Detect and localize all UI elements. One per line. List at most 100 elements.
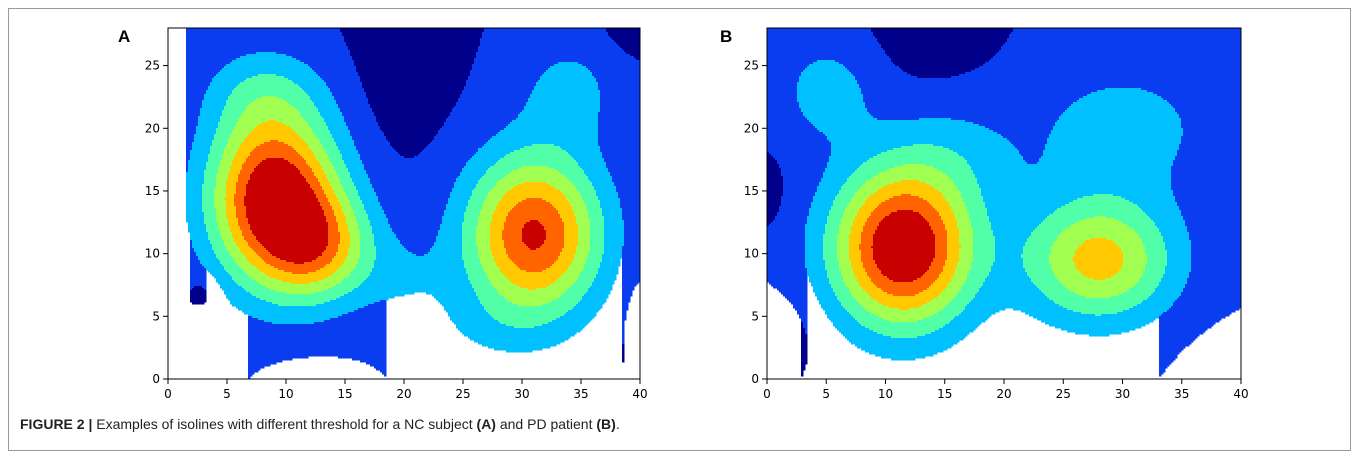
contour-cell (308, 324, 311, 357)
contour-cell (1129, 288, 1132, 309)
contour-cell (1033, 164, 1036, 231)
contour-cell (869, 296, 872, 313)
contour-cell (785, 28, 788, 299)
contour-cell (829, 60, 832, 143)
contour-cell (949, 28, 952, 79)
contour-cell (933, 168, 936, 189)
contour-cell (1059, 282, 1062, 307)
contour-cell (372, 188, 375, 235)
contour-cell (268, 74, 271, 97)
contour-cell (306, 144, 309, 165)
contour-cell (610, 38, 613, 177)
contour-cell (346, 224, 349, 257)
contour-cell (847, 70, 850, 179)
contour-cell (602, 28, 605, 159)
contour-cell (849, 176, 852, 203)
contour-cell (865, 310, 868, 329)
contour-cell (572, 210, 575, 261)
contour-cell (769, 154, 772, 225)
contour-cell (849, 260, 852, 293)
contour-cell (861, 28, 864, 95)
contour-cell (384, 28, 387, 137)
contour-cell (963, 120, 966, 159)
contour-cell (316, 258, 319, 271)
contour-cell (270, 266, 273, 279)
contour-cell (260, 144, 263, 163)
contour-cell (346, 196, 349, 225)
contour-cell (476, 226, 479, 247)
contour-cell (322, 28, 325, 81)
contour-cell (835, 28, 838, 63)
contour-cell (194, 286, 197, 305)
contour-cell (468, 76, 471, 161)
contour-cell (985, 208, 988, 279)
contour-cell (336, 198, 339, 223)
contour-cell (1129, 202, 1132, 229)
contour-cell (528, 146, 531, 167)
contour-cell (957, 316, 960, 343)
contour-cell (294, 108, 297, 133)
contour-cell (959, 290, 962, 315)
contour-cell (817, 130, 820, 187)
contour-cell (843, 66, 846, 185)
contour-cell (959, 314, 962, 341)
contour-cell (256, 318, 259, 373)
contour-cell (320, 78, 323, 117)
contour-cell (897, 282, 900, 297)
contour-cell (518, 202, 521, 269)
contour-cell (877, 288, 880, 303)
contour-cell (1081, 274, 1084, 297)
contour-cell (414, 254, 417, 293)
contour-cell (893, 196, 896, 213)
contour-cell (861, 326, 864, 351)
contour-cell (871, 178, 874, 195)
contour-cell (540, 182, 543, 199)
contour-cell (1175, 156, 1178, 203)
contour-cell (282, 270, 285, 283)
contour-cell (440, 128, 443, 225)
contour-cell (875, 156, 878, 177)
contour-cell (901, 210, 904, 283)
contour-cell (865, 200, 868, 223)
contour-cell (300, 156, 303, 175)
contour-cell (582, 270, 585, 297)
contour-cell (943, 174, 946, 199)
contour-cell (322, 118, 325, 149)
contour-cell (1119, 222, 1122, 249)
contour-cell (360, 308, 363, 363)
contour-cell (452, 28, 455, 109)
contour-cell (306, 294, 309, 307)
contour-cell (330, 186, 333, 207)
contour-cell (216, 74, 219, 129)
contour-cell (556, 64, 559, 147)
contour-cell (292, 130, 295, 149)
contour-cell (442, 28, 445, 127)
contour-cell (494, 164, 497, 187)
contour-cell (498, 160, 501, 181)
x-tick-label: 10 (278, 387, 293, 401)
contour-cell (957, 292, 960, 317)
contour-cell (294, 294, 297, 307)
contour-cell (1125, 28, 1128, 89)
contour-cell (1115, 196, 1118, 221)
contour-cell (538, 248, 541, 273)
contour-cell (881, 120, 884, 153)
contour-cell (1083, 96, 1086, 197)
contour-cell (492, 136, 495, 167)
contour-cell (546, 324, 549, 349)
contour-cell (302, 306, 305, 325)
contour-cell (883, 186, 886, 203)
contour-cell (310, 282, 313, 295)
contour-cell (562, 194, 565, 223)
contour-cell (270, 322, 273, 365)
contour-cell (1113, 242, 1116, 277)
contour-cell (248, 292, 251, 317)
contour-cell (378, 126, 381, 203)
contour-cell (494, 186, 497, 211)
contour-cell (362, 28, 365, 89)
contour-cell (526, 182, 529, 199)
contour-cell (266, 28, 269, 53)
contour-cell (915, 76, 918, 121)
contour-cell (861, 262, 864, 289)
contour-cell (278, 280, 281, 293)
